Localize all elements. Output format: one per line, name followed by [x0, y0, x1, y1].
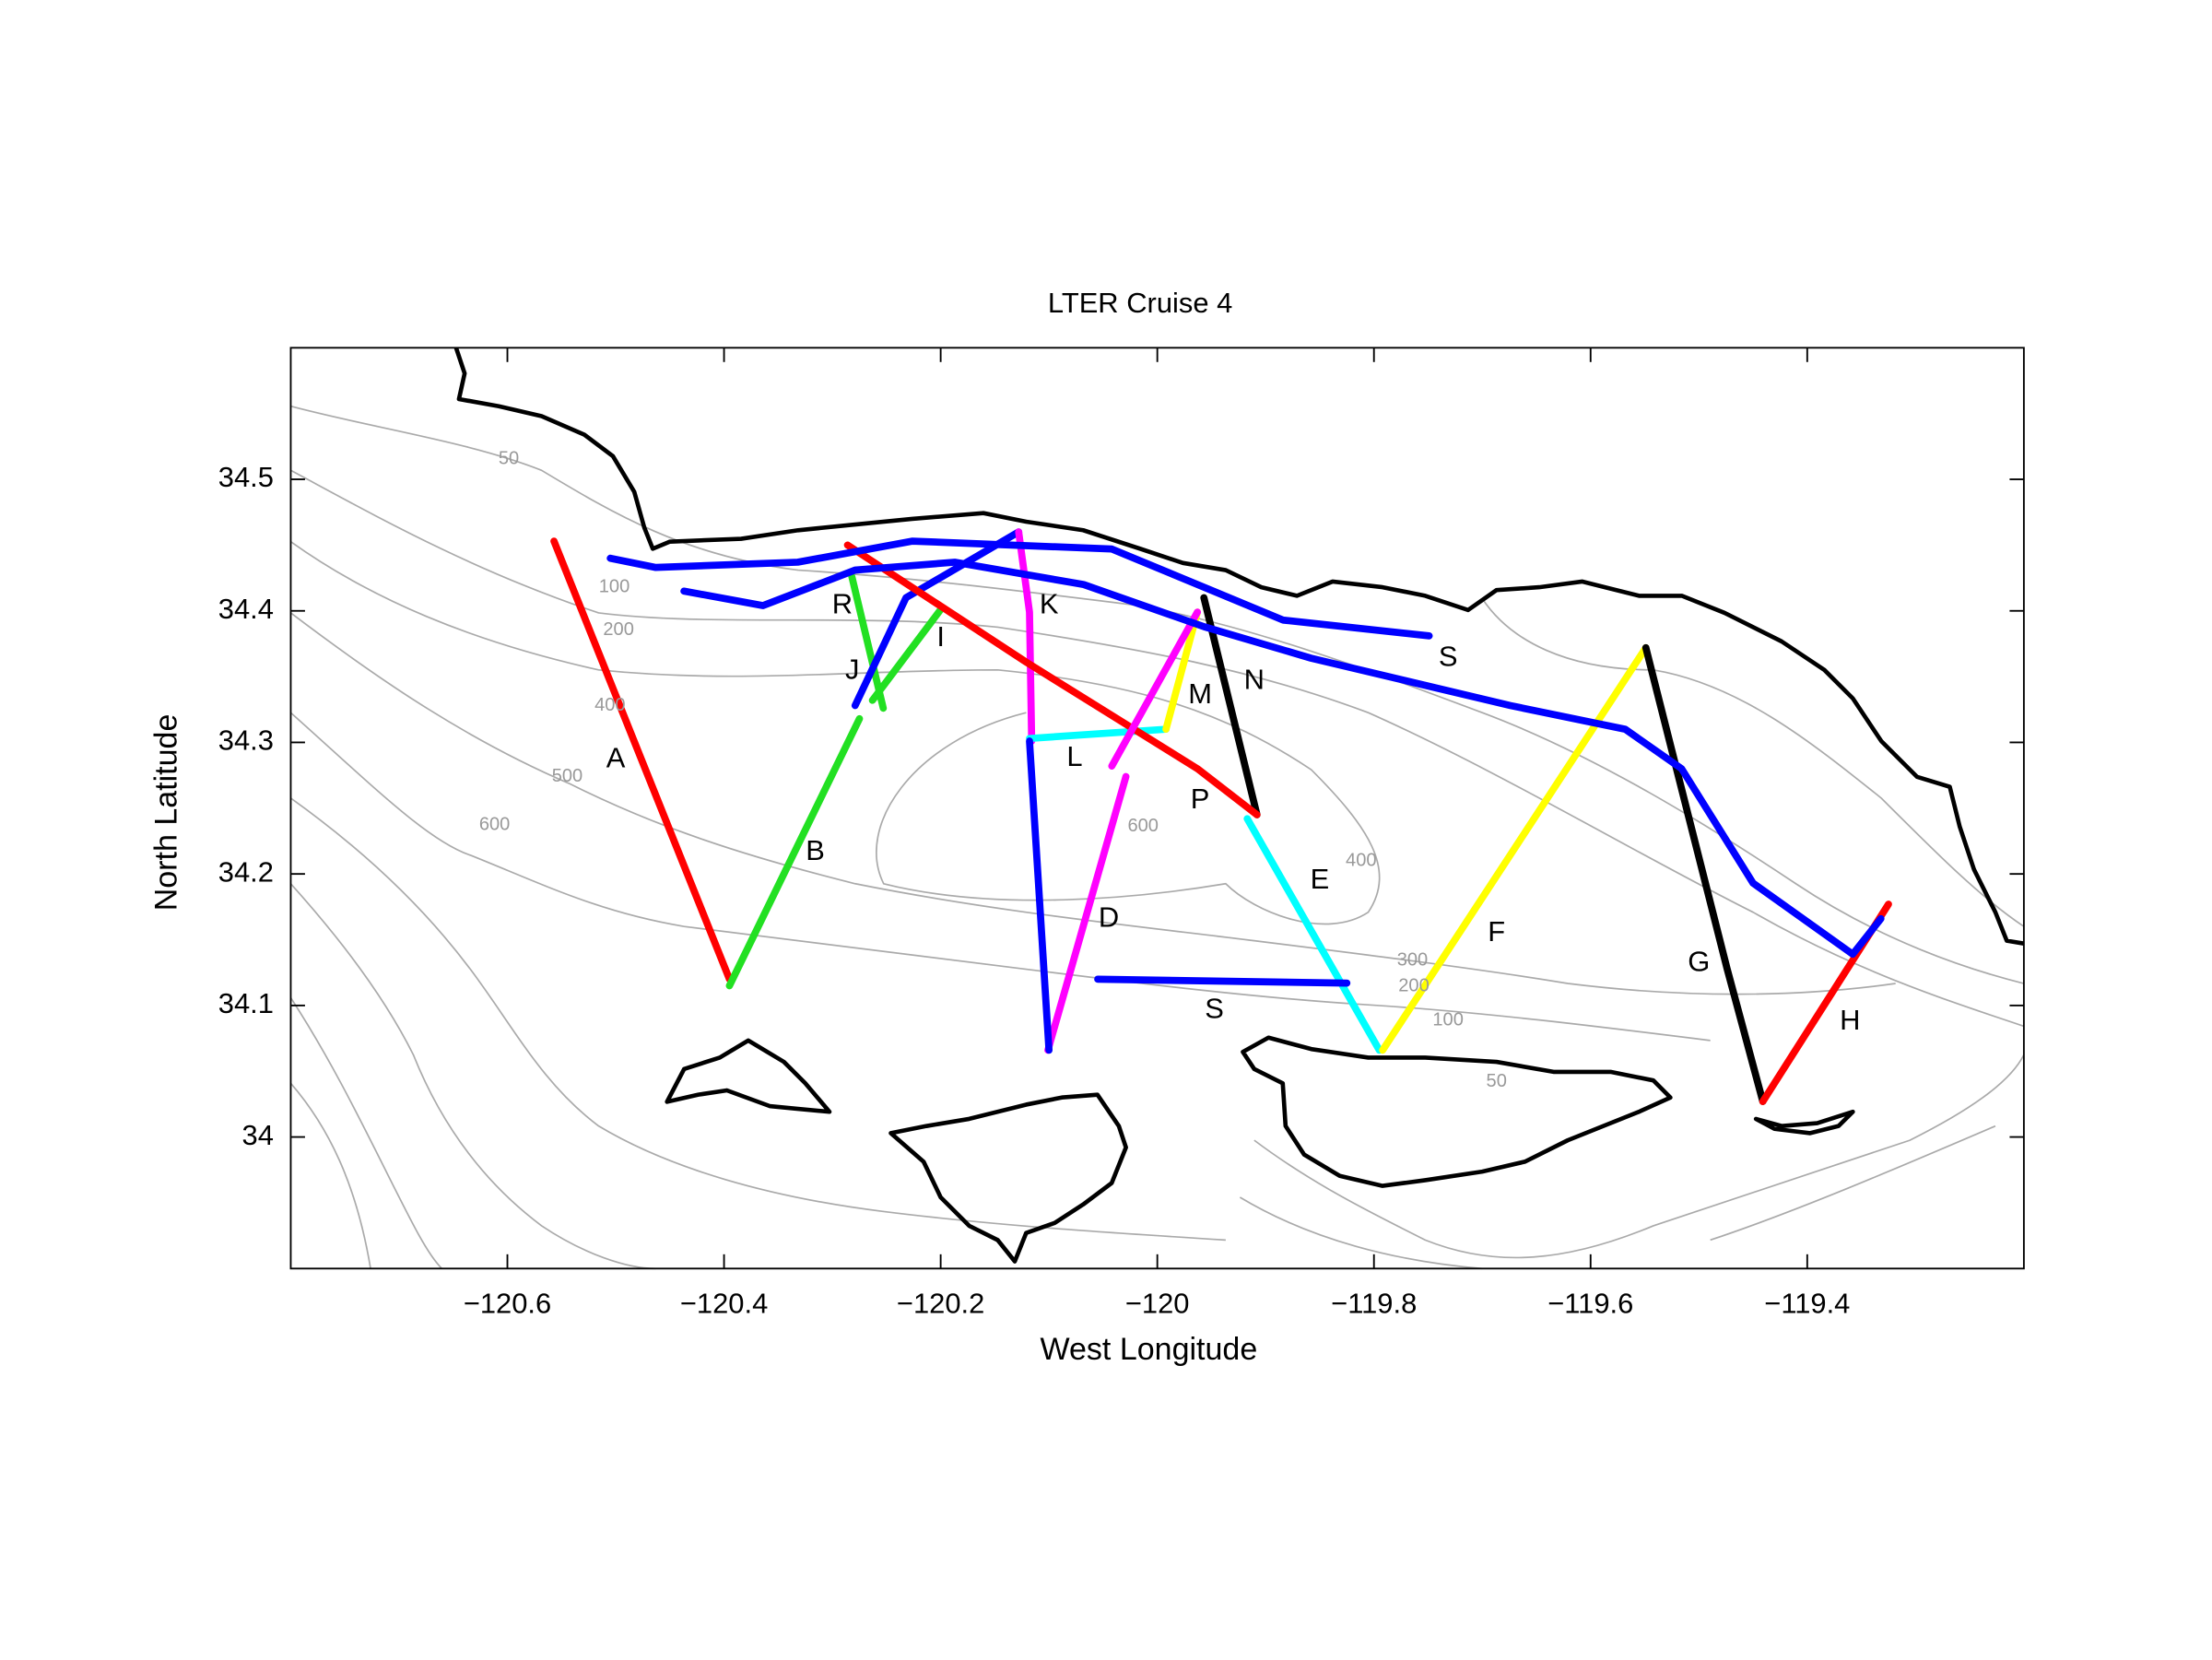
x-tick-label: −119.8	[1331, 1288, 1417, 1320]
track-label: B	[806, 834, 825, 866]
coastline	[453, 347, 2025, 1264]
x-tick-label: −120.6	[464, 1288, 551, 1320]
contour	[289, 540, 1381, 925]
track-label: S	[1439, 641, 1458, 673]
track	[725, 714, 864, 990]
bathymetry	[289, 405, 2025, 1270]
island-coast	[665, 1038, 832, 1114]
track	[1044, 608, 1202, 1054]
track-label: G	[1688, 946, 1710, 978]
track-label: M	[1188, 677, 1212, 710]
island-coast	[1241, 1035, 1673, 1188]
track-label: S	[1205, 993, 1224, 1025]
contour	[289, 997, 442, 1269]
track	[606, 537, 1885, 959]
track-label: H	[1840, 1004, 1860, 1036]
track-label: E	[1311, 863, 1330, 895]
x-tick-label: −119.4	[1764, 1288, 1850, 1320]
track	[1243, 815, 1383, 1054]
track-label: I	[936, 620, 945, 653]
y-axis-label: North Latitude	[148, 714, 183, 912]
contour-label: 50	[499, 448, 519, 468]
contour	[289, 712, 1711, 1042]
x-axis-label: West Longitude	[1041, 1332, 1258, 1367]
island-coast	[1753, 1109, 1855, 1136]
contour-label: 100	[1432, 1010, 1464, 1030]
contour-label: 200	[603, 619, 634, 640]
track	[1200, 594, 1261, 818]
track	[848, 572, 888, 712]
contour-label: 50	[1487, 1071, 1507, 1091]
contour	[289, 883, 656, 1270]
plot-frame	[289, 347, 2025, 1270]
contour	[289, 797, 1226, 1242]
contour	[1481, 598, 2025, 927]
track	[1026, 737, 1351, 1054]
contour-label: 600	[479, 815, 511, 835]
contour-label: 500	[552, 766, 583, 786]
track-label: N	[1244, 663, 1265, 695]
contour-label: 300	[1397, 950, 1429, 971]
mainland-coast	[453, 347, 2025, 947]
y-tick-label: 34	[242, 1119, 274, 1151]
y-tick-label: 34.1	[218, 987, 274, 1019]
map-group: −120.6 −120.4 −120.2 −120 −119.8 −119.6 −119.4…	[148, 287, 2025, 1367]
plot-area	[290, 347, 2024, 1269]
island-coast	[888, 1092, 1128, 1264]
x-tick-label: −119.6	[1547, 1288, 1633, 1320]
track-label: P	[1191, 783, 1210, 815]
track	[851, 528, 1023, 710]
y-tick-label: 34.3	[218, 724, 274, 757]
contour-label: 600	[1127, 816, 1159, 836]
track-label: R	[832, 587, 853, 619]
contour-label: 400	[594, 695, 626, 715]
contour-label: 200	[1398, 975, 1430, 995]
track	[1379, 643, 1650, 1054]
track-label: J	[845, 653, 859, 686]
chart-title: LTER Cruise 4	[1048, 287, 1232, 319]
tracks	[550, 528, 1892, 1105]
track-label: K	[1040, 587, 1059, 619]
x-tick-label: −120	[1125, 1288, 1190, 1320]
track-label: D	[1099, 901, 1119, 934]
track	[1162, 608, 1202, 734]
overlay: −120.6 −120.4 −120.2 −120 −119.8 −119.6 −119.4…	[218, 347, 2024, 1320]
contour	[289, 1082, 371, 1269]
contour	[1239, 1124, 1996, 1270]
contour-label: 400	[1346, 850, 1377, 870]
contour-label: 100	[599, 576, 630, 596]
track-label: A	[606, 741, 626, 773]
track-label: L	[1066, 740, 1082, 772]
y-tick-label: 34.4	[218, 593, 274, 625]
track	[868, 606, 945, 704]
y-tick-label: 34.5	[218, 461, 274, 493]
track	[843, 541, 1261, 818]
contour	[289, 612, 1896, 995]
x-tick-label: −120.4	[680, 1288, 768, 1320]
track-label: F	[1488, 915, 1505, 948]
track	[1026, 725, 1170, 743]
y-tick-label: 34.2	[218, 855, 274, 888]
track	[1015, 528, 1036, 745]
x-tick-label: −120.2	[897, 1288, 984, 1320]
contour	[1253, 1054, 2025, 1259]
track	[1641, 643, 1767, 1105]
track	[550, 537, 734, 983]
